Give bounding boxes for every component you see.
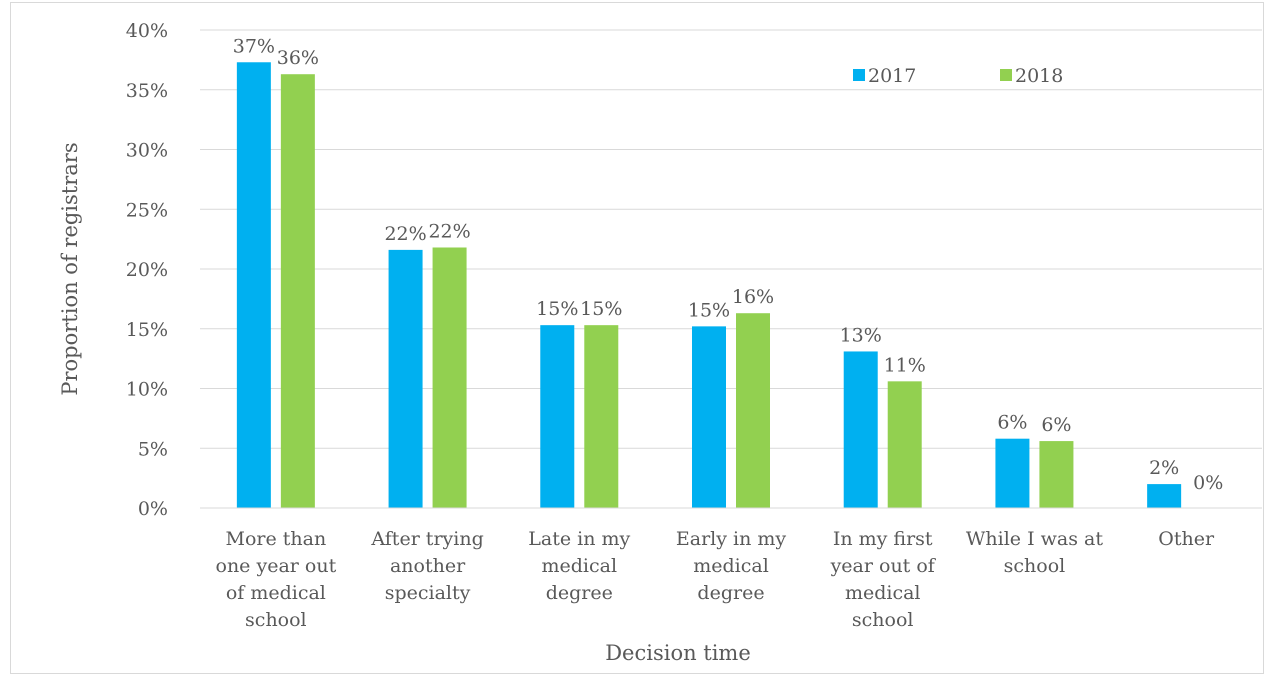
data-label: 22% bbox=[428, 220, 470, 242]
data-labels: 37%36%22% 22%15% 15% 15%16%13%11%6% 6%2%0% bbox=[233, 35, 1224, 494]
data-label: 6% bbox=[997, 412, 1027, 434]
data-label: 37% bbox=[233, 35, 275, 57]
x-category-label: After trying another specialty bbox=[370, 528, 483, 604]
x-axis-title: Decision time bbox=[605, 641, 751, 665]
x-category-label: While I was at school bbox=[966, 528, 1103, 577]
data-label: 15% bbox=[580, 298, 622, 320]
data-label: 6% bbox=[1041, 414, 1071, 436]
y-tick-label: 20% bbox=[126, 259, 168, 281]
y-tick-label: 15% bbox=[126, 319, 168, 341]
bar-2017 bbox=[843, 351, 878, 508]
data-label: 15% bbox=[688, 299, 730, 321]
bar-2018 bbox=[280, 74, 315, 508]
bar-2017 bbox=[692, 326, 726, 508]
bars bbox=[236, 62, 1182, 509]
legend-label: 2017 bbox=[868, 65, 916, 87]
chart-frame bbox=[10, 2, 1264, 674]
gridlines bbox=[200, 29, 1262, 449]
legend: 2017 2018 bbox=[853, 65, 1063, 87]
bar-2018 bbox=[1039, 441, 1074, 508]
y-axis-ticks: 0% 5% 10% 15% 20% 25% 30% 35% 40% bbox=[126, 20, 168, 520]
data-label: 15% bbox=[536, 298, 578, 320]
y-tick-label: 25% bbox=[126, 199, 168, 221]
bar-2018 bbox=[736, 313, 770, 508]
bar-2017 bbox=[540, 325, 575, 508]
data-label: 13% bbox=[840, 324, 882, 346]
data-label: 0% bbox=[1193, 472, 1223, 494]
x-axis-categories: More than one year out of medical school Aft… bbox=[216, 528, 1215, 631]
y-tick-label: 40% bbox=[126, 20, 168, 42]
y-tick-label: 0% bbox=[138, 498, 168, 520]
x-category-label: Early in my medical degree bbox=[676, 528, 786, 604]
data-label: 2% bbox=[1149, 457, 1179, 479]
bar-2017 bbox=[236, 62, 271, 508]
y-tick-label: 35% bbox=[126, 80, 168, 102]
data-label: 22% bbox=[384, 223, 426, 245]
bar-2018 bbox=[432, 247, 467, 509]
y-axis-title: Proportion of registrars bbox=[58, 142, 82, 395]
x-category-label: Other bbox=[1158, 528, 1215, 550]
bar-2018 bbox=[887, 381, 922, 508]
y-tick-label: 5% bbox=[138, 438, 168, 460]
data-label: 16% bbox=[732, 286, 774, 308]
legend-swatch-2018 bbox=[1000, 69, 1012, 81]
x-category-label: In my first year out of medical school bbox=[830, 528, 937, 631]
x-category-label: More than one year out of medical school bbox=[216, 528, 337, 631]
legend-swatch-2017 bbox=[853, 69, 865, 81]
bar-2017 bbox=[388, 249, 423, 508]
y-tick-label: 10% bbox=[126, 379, 168, 401]
bar-2017 bbox=[1147, 484, 1182, 508]
legend-label: 2018 bbox=[1015, 65, 1063, 87]
y-tick-label: 30% bbox=[126, 140, 168, 162]
data-label: 11% bbox=[884, 354, 926, 376]
bar-2018 bbox=[584, 325, 619, 508]
data-label: 36% bbox=[277, 47, 319, 69]
x-category-label: Late in my medical degree bbox=[528, 528, 630, 604]
bar-2017 bbox=[995, 438, 1030, 508]
